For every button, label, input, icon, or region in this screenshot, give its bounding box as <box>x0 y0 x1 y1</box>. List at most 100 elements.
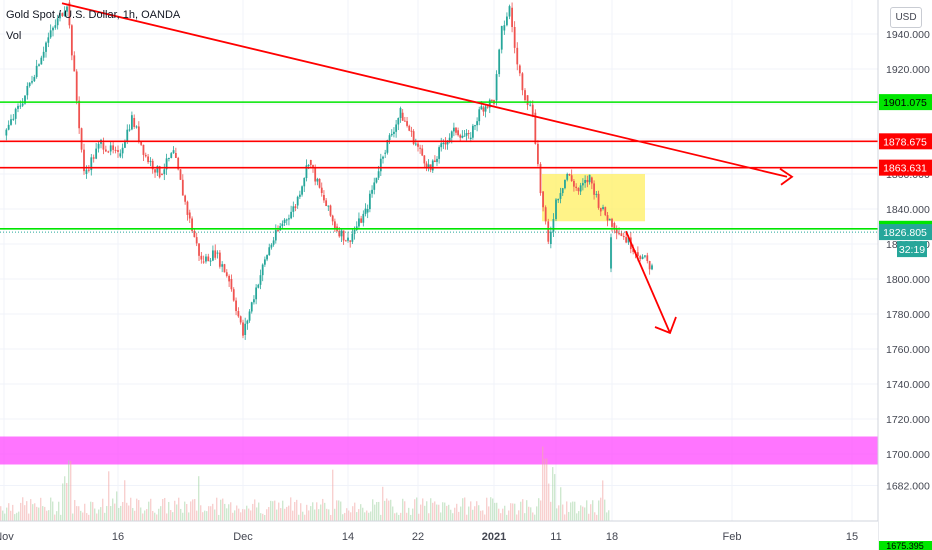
volume-bar <box>92 502 94 521</box>
volume-bar <box>470 501 472 521</box>
volume-bar <box>542 446 544 521</box>
volume-bar <box>184 501 186 521</box>
volume-bar <box>558 505 560 521</box>
volume-bar <box>70 461 72 521</box>
volume-bar <box>156 514 158 521</box>
volume-bar <box>204 510 206 521</box>
candle-body <box>401 112 404 121</box>
volume-bar <box>86 513 88 521</box>
candle-body <box>73 55 76 72</box>
volume-bar <box>48 510 50 521</box>
volume-bar <box>352 506 354 521</box>
volume-bar <box>436 504 438 521</box>
candle-body <box>620 233 623 237</box>
candle-body <box>403 120 406 122</box>
candle-body <box>362 213 365 223</box>
volume-bar <box>502 508 504 521</box>
volume-bar <box>20 502 22 521</box>
volume-bar <box>58 501 60 521</box>
candle-body <box>552 219 555 232</box>
volume-bar <box>258 502 260 521</box>
candle-body <box>95 148 98 159</box>
candle-body <box>531 104 534 116</box>
candle-body <box>450 131 453 138</box>
volume-bar <box>278 502 280 521</box>
level-price-badge <box>879 159 932 176</box>
volume-bar <box>274 500 276 521</box>
volume-bar <box>14 514 16 521</box>
volume-bar <box>288 505 290 521</box>
volume-bar <box>154 512 156 521</box>
volume-bar <box>216 497 218 521</box>
volume-bar <box>510 503 512 521</box>
volume-bar <box>100 507 102 521</box>
volume-bar <box>514 503 516 521</box>
volume-bar <box>292 510 294 521</box>
currency-button[interactable]: USD <box>890 7 922 28</box>
volume-bar <box>10 510 12 521</box>
candle-body <box>92 157 95 159</box>
volume-bar <box>166 513 168 521</box>
candle-body <box>17 105 19 109</box>
candle-body <box>444 142 447 145</box>
volume-bar <box>210 506 212 521</box>
volume-bar <box>420 504 422 521</box>
volume-bar <box>60 514 62 521</box>
volume-bar <box>182 512 184 521</box>
volume-bar <box>192 499 194 521</box>
countdown-badge <box>897 241 927 258</box>
volume-bar <box>314 509 316 521</box>
volume-bar <box>240 512 242 521</box>
volume-bar <box>106 506 108 521</box>
candle-body <box>298 194 301 197</box>
volume-bar <box>310 506 312 521</box>
volume-bar <box>104 512 106 521</box>
candle-body <box>344 240 347 242</box>
volume-bar <box>290 497 292 521</box>
volume-bar <box>564 514 566 521</box>
candle-body <box>268 247 271 256</box>
volume-bar <box>318 509 320 521</box>
candle-body <box>259 275 262 285</box>
candle-body <box>246 320 249 324</box>
volume-bar <box>346 508 348 521</box>
candle-body <box>301 186 303 195</box>
volume-bar <box>490 497 492 521</box>
volume-bar <box>262 513 264 521</box>
candle-body <box>186 201 189 215</box>
candle-body <box>606 215 609 221</box>
volume-bar <box>134 510 136 521</box>
volume-zone-band <box>0 436 878 465</box>
volume-bar <box>362 507 364 521</box>
candle-body <box>544 207 547 222</box>
candle-body <box>10 119 12 125</box>
volume-bar <box>522 499 524 521</box>
candle-body <box>433 160 436 162</box>
candle-body <box>290 211 293 219</box>
candle-body <box>237 311 240 317</box>
volume-bar <box>306 504 308 521</box>
candle-body <box>537 143 539 165</box>
volume-bar <box>148 501 150 521</box>
volume-bar <box>402 498 404 521</box>
candle-body <box>564 179 566 189</box>
candle-body <box>181 179 184 196</box>
volume-bar <box>82 512 84 521</box>
candle-body <box>172 150 175 154</box>
candle-body <box>417 143 419 147</box>
candle-body <box>191 218 193 231</box>
volume-bar <box>294 501 296 521</box>
candle-body <box>421 148 424 156</box>
candle-body <box>406 121 408 126</box>
candle-body <box>508 6 511 17</box>
volume-bar <box>238 508 240 521</box>
time-axis-bg <box>0 521 878 550</box>
volume-bar <box>338 500 340 521</box>
volume-bar <box>390 499 392 521</box>
volume-bar <box>308 510 310 521</box>
candle-body <box>154 169 156 173</box>
candle-body <box>440 143 443 148</box>
x-tick-label: 14 <box>342 531 354 543</box>
candle-body <box>423 155 426 164</box>
